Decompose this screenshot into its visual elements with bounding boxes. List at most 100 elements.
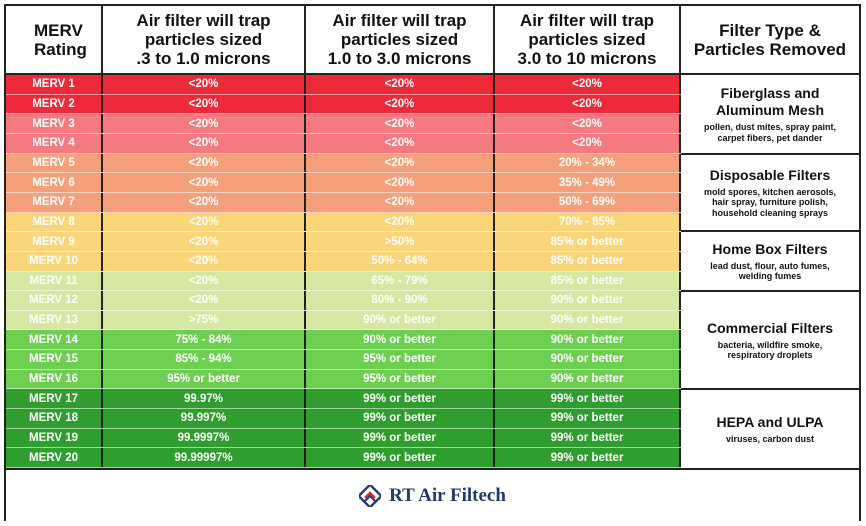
- header-03-to-1-microns: Air filter will trap particles sized .3 …: [103, 6, 306, 75]
- merv-rating-cell: MERV 4: [6, 133, 103, 153]
- merv-row: MERV 7 <20% <20% 50% - 69%: [6, 192, 681, 213]
- filter-type-title: Fiberglass and Aluminum Mesh: [715, 85, 825, 118]
- efficiency-3-10-cell: 85% or better: [495, 271, 681, 291]
- merv-row: MERV 2 <20% <20% <20%: [6, 94, 681, 115]
- efficiency-3-10-cell: 90% or better: [495, 330, 681, 350]
- merv-row: MERV 17 99.97% 99% or better 99% or better: [6, 389, 681, 410]
- merv-rating-cell: MERV 8: [6, 212, 103, 232]
- efficiency-3-10-cell: <20%: [495, 75, 681, 94]
- efficiency-3-10-cell: 50% - 69%: [495, 192, 681, 212]
- header-1-to-3-microns: Air filter will trap particles sized 1.0…: [306, 6, 495, 75]
- merv-rating-cell: MERV 1: [6, 75, 103, 94]
- merv-rating-cell: MERV 5: [6, 153, 103, 173]
- merv-rating-cell: MERV 12: [6, 291, 103, 310]
- merv-rating-cell: MERV 13: [6, 310, 103, 330]
- merv-row: MERV 18 99.997% 99% or better 99% or better: [6, 409, 681, 429]
- merv-row: MERV 12 <20% 80% - 90% 90% or better: [6, 291, 681, 311]
- efficiency-03-1-cell: 99.97%: [103, 389, 306, 409]
- efficiency-1-3-cell: 95% or better: [306, 369, 495, 389]
- merv-chart: MERV Rating Air filter will trap particl…: [4, 4, 861, 521]
- efficiency-03-1-cell: <20%: [103, 133, 306, 153]
- efficiency-3-10-cell: 20% - 34%: [495, 153, 681, 173]
- merv-rating-cell: MERV 11: [6, 271, 103, 291]
- efficiency-03-1-cell: 85% - 94%: [103, 350, 306, 369]
- merv-row: MERV 19 99.9997% 99% or better 99% or bette…: [6, 428, 681, 449]
- efficiency-1-3-cell: 99% or better: [306, 409, 495, 428]
- efficiency-3-10-cell: 90% or better: [495, 310, 681, 330]
- merv-row: MERV 20 99.99997% 99% or better 99% or bett…: [6, 448, 681, 469]
- filter-type-desc: mold spores, kitchen aerosols, hair spra…: [703, 186, 837, 218]
- efficiency-1-3-cell: <20%: [306, 153, 495, 173]
- efficiency-3-10-cell: 99% or better: [495, 448, 681, 468]
- merv-rating-cell: MERV 6: [6, 173, 103, 192]
- merv-row: MERV 8 <20% <20% 70% - 85%: [6, 212, 681, 233]
- efficiency-1-3-cell: >50%: [306, 232, 495, 251]
- merv-rating-cell: MERV 7: [6, 192, 103, 212]
- merv-row: MERV 6 <20% <20% 35% - 49%: [6, 173, 681, 193]
- merv-row: MERV 4 <20% <20% <20%: [6, 133, 681, 154]
- efficiency-03-1-cell: <20%: [103, 232, 306, 251]
- efficiency-3-10-cell: 35% - 49%: [495, 173, 681, 192]
- efficiency-03-1-cell: 99.9997%: [103, 428, 306, 448]
- merv-row: MERV 15 85% - 94% 95% or better 90% or bett…: [6, 350, 681, 370]
- merv-row: MERV 11 <20% 65% - 79% 85% or better: [6, 271, 681, 292]
- efficiency-1-3-cell: <20%: [306, 114, 495, 133]
- merv-row: MERV 9 <20% >50% 85% or better: [6, 232, 681, 252]
- filter-type-disposable: Disposable Filters mold spores, kitchen …: [681, 155, 859, 232]
- merv-row: MERV 14 75% - 84% 90% or better 90% or bett…: [6, 330, 681, 351]
- efficiency-03-1-cell: <20%: [103, 153, 306, 173]
- efficiency-3-10-cell: 70% - 85%: [495, 212, 681, 232]
- efficiency-1-3-cell: 99% or better: [306, 428, 495, 448]
- filter-type-title: Commercial Filters: [706, 319, 834, 336]
- efficiency-03-1-cell: <20%: [103, 291, 306, 310]
- efficiency-03-1-cell: 75% - 84%: [103, 330, 306, 350]
- efficiency-03-1-cell: >75%: [103, 310, 306, 330]
- filter-type-fiberglass: Fiberglass and Aluminum Mesh pollen, dus…: [681, 75, 859, 155]
- header-filter-type: Filter Type & Particles Removed: [681, 6, 859, 75]
- filter-type-title: HEPA and ULPA: [716, 413, 824, 430]
- efficiency-03-1-cell: <20%: [103, 173, 306, 192]
- efficiency-3-10-cell: 90% or better: [495, 291, 681, 310]
- efficiency-3-10-cell: <20%: [495, 133, 681, 153]
- merv-rating-cell: MERV 9: [6, 232, 103, 251]
- merv-rating-cell: MERV 16: [6, 369, 103, 389]
- efficiency-1-3-cell: 80% - 90%: [306, 291, 495, 310]
- efficiency-1-3-cell: 90% or better: [306, 310, 495, 330]
- efficiency-03-1-cell: 99.99997%: [103, 448, 306, 468]
- merv-rating-cell: MERV 2: [6, 94, 103, 114]
- filter-type-desc: lead dust, flour, auto fumes, welding fu…: [710, 260, 830, 282]
- efficiency-1-3-cell: 90% or better: [306, 330, 495, 350]
- efficiency-3-10-cell: 85% or better: [495, 251, 681, 271]
- filter-type-desc: bacteria, wildfire smoke, respiratory dr…: [717, 339, 823, 361]
- efficiency-03-1-cell: <20%: [103, 251, 306, 271]
- efficiency-3-10-cell: 85% or better: [495, 232, 681, 251]
- filter-type-desc: viruses, carbon dust: [725, 433, 815, 444]
- efficiency-3-10-cell: <20%: [495, 94, 681, 114]
- filter-type-title: Home Box Filters: [712, 240, 828, 257]
- merv-rating-cell: MERV 18: [6, 409, 103, 428]
- merv-row: MERV 10 <20% 50% - 64% 85% or better: [6, 251, 681, 272]
- merv-rating-cell: MERV 20: [6, 448, 103, 468]
- efficiency-03-1-cell: <20%: [103, 212, 306, 232]
- efficiency-1-3-cell: 99% or better: [306, 389, 495, 409]
- efficiency-03-1-cell: 99.997%: [103, 409, 306, 428]
- filter-type-title: Disposable Filters: [709, 166, 831, 183]
- efficiency-1-3-cell: <20%: [306, 133, 495, 153]
- merv-rating-cell: MERV 14: [6, 330, 103, 350]
- efficiency-03-1-cell: <20%: [103, 114, 306, 133]
- efficiency-3-10-cell: 99% or better: [495, 409, 681, 428]
- footer-branding: RT Air Filtech: [6, 468, 859, 521]
- efficiency-1-3-cell: <20%: [306, 94, 495, 114]
- merv-row: MERV 3 <20% <20% <20%: [6, 114, 681, 134]
- merv-rating-cell: MERV 10: [6, 251, 103, 271]
- efficiency-1-3-cell: 95% or better: [306, 350, 495, 369]
- efficiency-1-3-cell: 99% or better: [306, 448, 495, 468]
- merv-rating-cell: MERV 3: [6, 114, 103, 133]
- merv-rating-cell: MERV 15: [6, 350, 103, 369]
- merv-rating-cell: MERV 17: [6, 389, 103, 409]
- efficiency-1-3-cell: 50% - 64%: [306, 251, 495, 271]
- filter-type-home-box: Home Box Filters lead dust, flour, auto …: [681, 232, 859, 292]
- efficiency-1-3-cell: <20%: [306, 192, 495, 212]
- efficiency-3-10-cell: 90% or better: [495, 350, 681, 369]
- efficiency-1-3-cell: 65% - 79%: [306, 271, 495, 291]
